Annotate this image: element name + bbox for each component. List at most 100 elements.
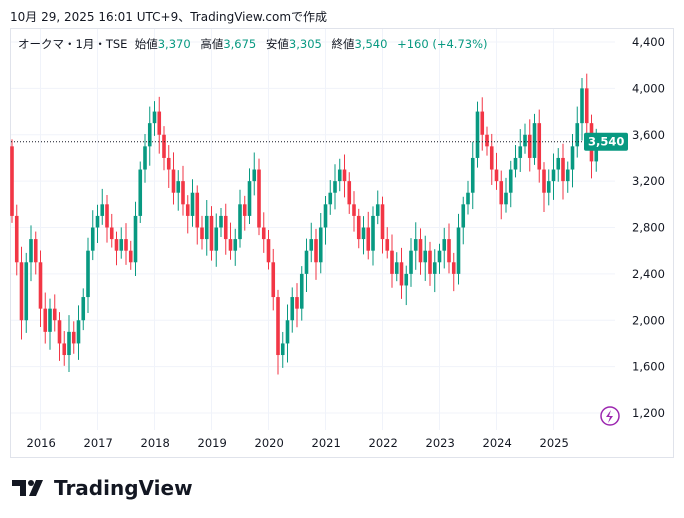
candle-body [247, 181, 252, 216]
candle-body [152, 111, 157, 124]
candle-body [504, 192, 508, 205]
candle-body [561, 157, 565, 182]
candle-body [10, 146, 14, 216]
y-tick-label: 2,400 [632, 267, 665, 281]
candle-body [252, 169, 257, 182]
candle-body [276, 297, 280, 356]
candle-body [413, 239, 418, 251]
candle-body [352, 204, 356, 216]
candle-body [119, 239, 124, 251]
candle-body [499, 181, 504, 205]
candle-body [67, 331, 71, 356]
candle-body [124, 239, 128, 251]
candle-body [371, 215, 375, 251]
candle-body [447, 239, 451, 263]
candle-body [532, 123, 537, 158]
candle-body [570, 146, 575, 170]
candle-body [90, 227, 95, 251]
candle-body [57, 320, 62, 344]
y-tick-label: 1,600 [632, 360, 665, 374]
x-tick-label: 2017 [84, 436, 113, 450]
candle-body [475, 111, 480, 158]
chart-frame [10, 28, 674, 458]
candle-body [432, 262, 437, 274]
candle-body [100, 204, 105, 216]
candle-body [195, 192, 200, 228]
candle-body [71, 331, 76, 344]
candle-body [342, 169, 347, 182]
candle-body [171, 169, 176, 193]
candle-body [542, 169, 546, 193]
candle-body [209, 215, 214, 251]
candle-body [138, 169, 143, 216]
candle-body [575, 123, 580, 147]
candle-body [105, 204, 109, 228]
candle-body [19, 262, 24, 321]
candle-body [456, 227, 461, 274]
x-tick-label: 2016 [27, 436, 56, 450]
candle-body [437, 250, 442, 263]
candle-body [565, 169, 570, 182]
candle-body [76, 320, 81, 344]
y-tick-label: 2,000 [632, 313, 665, 327]
candle-body [518, 146, 523, 158]
y-tick-label: 4,000 [632, 81, 665, 95]
candle-body [14, 215, 19, 263]
y-tick-label: 1,200 [632, 406, 665, 420]
candle-body [166, 157, 171, 170]
close-value: 3,540 [354, 37, 388, 51]
candle-body [214, 227, 219, 251]
candle-body [523, 134, 527, 147]
candle-body [485, 134, 489, 147]
high-value: 3,675 [223, 37, 257, 51]
candle-body [271, 262, 276, 298]
candle-body [143, 146, 147, 170]
candle-body [280, 343, 285, 356]
candle-body [109, 227, 114, 240]
candle-body [128, 250, 133, 263]
tradingview-logo[interactable]: TradingView [12, 476, 193, 500]
last-price-badge [584, 132, 628, 151]
candle-body [333, 181, 337, 193]
open-value: 3,370 [157, 37, 191, 51]
candle-body [285, 320, 290, 344]
candle-body [508, 169, 513, 193]
candle-body [24, 262, 29, 321]
candle-body [147, 123, 152, 147]
candle-body [328, 192, 333, 205]
candle-body [114, 239, 119, 251]
candle-body [418, 239, 423, 263]
candle-body [33, 239, 38, 263]
candle-body [185, 204, 190, 216]
candle-body [461, 204, 466, 228]
candle-body [546, 181, 551, 193]
candle-body [62, 343, 67, 356]
candle-body [423, 250, 428, 263]
x-tick-label: 2019 [198, 436, 227, 450]
candle-body [480, 111, 485, 135]
change-value: +160 (+4.73%) [397, 37, 488, 51]
candle-body [375, 204, 380, 216]
y-tick-label: 4,400 [632, 35, 665, 49]
candle-body [290, 297, 295, 321]
candle-body [157, 111, 162, 135]
candle-body [347, 181, 352, 205]
candle-body [190, 192, 195, 216]
y-tick-label: 3,200 [632, 174, 665, 188]
caption: 10月 29, 2025 16:01 UTC+9、TradingView.com… [10, 10, 328, 24]
tv-logo-icon [12, 480, 43, 496]
y-tick-label: 2,800 [632, 221, 665, 235]
candle-body [551, 169, 556, 182]
candle-body [513, 157, 518, 170]
candle-body [133, 215, 138, 263]
x-tick-label: 2022 [369, 436, 398, 450]
candle-body [442, 239, 447, 251]
candle-body [337, 169, 342, 182]
candle-body [204, 215, 209, 240]
candle-body [380, 204, 385, 240]
candle-body [304, 250, 309, 274]
ohlc-legend: オークマ・1月・TSE 始値3,370 高値3,675 安値3,305 終値3,… [18, 36, 494, 52]
candle-body [86, 250, 90, 298]
